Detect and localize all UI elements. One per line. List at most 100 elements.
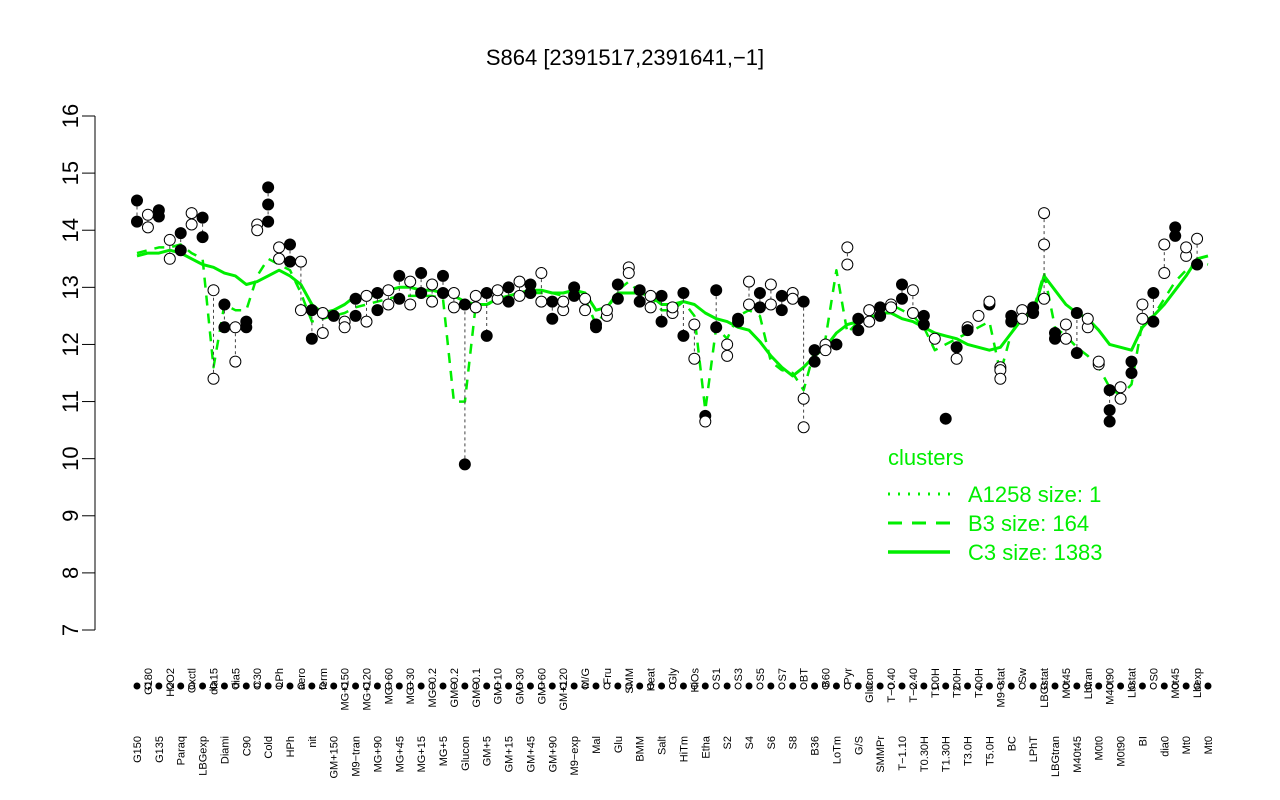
x-tick-label: MG+60: [383, 668, 395, 704]
data-point: [557, 295, 570, 308]
data-point: [1136, 312, 1149, 325]
data-point: [371, 287, 384, 300]
x-tick-marker: [461, 682, 469, 690]
x-tick-label: M0t0: [1094, 736, 1106, 760]
x-tick-label: MG+45: [394, 736, 406, 772]
x-tick-label: Mal: [591, 736, 603, 754]
x-tick-marker: [865, 682, 873, 690]
data-point: [1103, 415, 1116, 428]
x-tick-marker: [909, 682, 917, 690]
x-tick-marker: [942, 682, 950, 690]
x-tick-marker: [1084, 682, 1092, 690]
data-point: [1158, 267, 1171, 280]
x-tick-label: M9−tran: [351, 736, 363, 777]
x-tick-marker: [1117, 682, 1125, 690]
x-tick-label: S2: [722, 736, 734, 749]
data-point: [458, 298, 471, 311]
x-tick-label: GM+10: [493, 668, 505, 704]
data-point: [1114, 381, 1127, 394]
data-point: [185, 218, 198, 231]
x-tick-marker: [592, 682, 600, 690]
data-point: [775, 304, 788, 317]
x-tick-marker: [428, 682, 436, 690]
x-tick-label: T3.0H: [963, 736, 975, 766]
x-tick-marker: [920, 682, 928, 690]
x-tick-marker: [975, 682, 982, 690]
data-point: [1125, 367, 1138, 379]
data-point: [896, 278, 908, 291]
data-point: [1059, 332, 1072, 345]
x-tick-marker: [1040, 682, 1048, 690]
x-tick-label: Oxctl: [187, 668, 199, 693]
data-point: [535, 267, 548, 280]
x-tick-label: MG+120: [362, 668, 374, 711]
data-point: [917, 318, 930, 331]
x-tick-marker: [789, 682, 797, 690]
data-point: [885, 301, 898, 314]
x-tick-label: M0t45: [1170, 668, 1182, 699]
data-point: [611, 292, 624, 305]
x-tick-marker: [690, 682, 698, 690]
x-tick-marker: [199, 682, 207, 690]
x-tick-marker: [1073, 682, 1081, 690]
data-point: [677, 329, 690, 342]
chart-title: S864 [2391517,2391641,−1]: [486, 45, 764, 70]
x-tick-marker: [242, 682, 250, 690]
x-tick-marker: [811, 682, 819, 690]
x-tick-label: Lbtran: [1083, 668, 1095, 699]
x-tick-marker: [275, 682, 283, 690]
x-tick-label: BMM: [635, 736, 647, 762]
x-tick-label: T2.0H: [952, 668, 964, 698]
data-point: [688, 318, 701, 331]
data-point: [786, 292, 799, 305]
x-tick-marker: [767, 682, 775, 690]
x-tick-marker: [526, 682, 534, 690]
x-tick-marker: [756, 682, 764, 690]
x-tick-label: Pyr: [842, 668, 854, 685]
data-point: [480, 329, 493, 342]
x-tick-marker: [319, 682, 327, 690]
data-point: [305, 304, 318, 317]
x-tick-marker: [1106, 682, 1114, 690]
data-point: [841, 258, 854, 271]
legend-label-a1258: A1258 size: 1: [968, 482, 1101, 507]
x-tick-marker: [483, 682, 491, 690]
x-tick-label: S5: [755, 668, 767, 681]
data-point: [775, 289, 788, 302]
x-tick-label: Glucon: [460, 736, 472, 771]
data-point: [1070, 307, 1083, 320]
y-tick-label: 8: [58, 567, 83, 579]
data-point: [950, 352, 963, 365]
x-tick-label: aero: [296, 668, 308, 690]
points-layer: [131, 181, 1204, 471]
data-point: [906, 284, 919, 297]
x-tick-label: LBGtran: [1050, 736, 1062, 777]
data-point: [207, 284, 220, 297]
data-point: [262, 181, 275, 194]
x-tick-marker: [832, 682, 840, 690]
y-tick-label: 10: [58, 446, 83, 470]
data-point: [721, 338, 734, 351]
data-point: [535, 295, 548, 308]
x-tick-marker: [854, 682, 862, 690]
data-point: [360, 315, 373, 328]
x-tick-label: M0t90: [1116, 736, 1128, 767]
data-point: [611, 278, 624, 291]
x-tick-label: Heat: [646, 668, 658, 691]
x-tick-label: nit: [307, 736, 319, 748]
x-tick-label: G135: [154, 736, 166, 763]
data-point: [579, 304, 592, 317]
x-tick-label: GM+45: [525, 736, 537, 772]
x-tick-marker: [341, 682, 349, 690]
data-point: [284, 238, 296, 251]
data-point: [863, 304, 876, 317]
data-point: [316, 327, 329, 340]
data-point: [447, 301, 460, 314]
x-tick-label: HPh: [285, 736, 297, 757]
data-point: [1147, 287, 1160, 300]
data-point: [808, 355, 821, 368]
data-point: [655, 315, 668, 328]
x-tick-marker: [494, 682, 502, 690]
x-tick-marker: [395, 682, 403, 690]
x-tick-marker: [352, 682, 360, 690]
